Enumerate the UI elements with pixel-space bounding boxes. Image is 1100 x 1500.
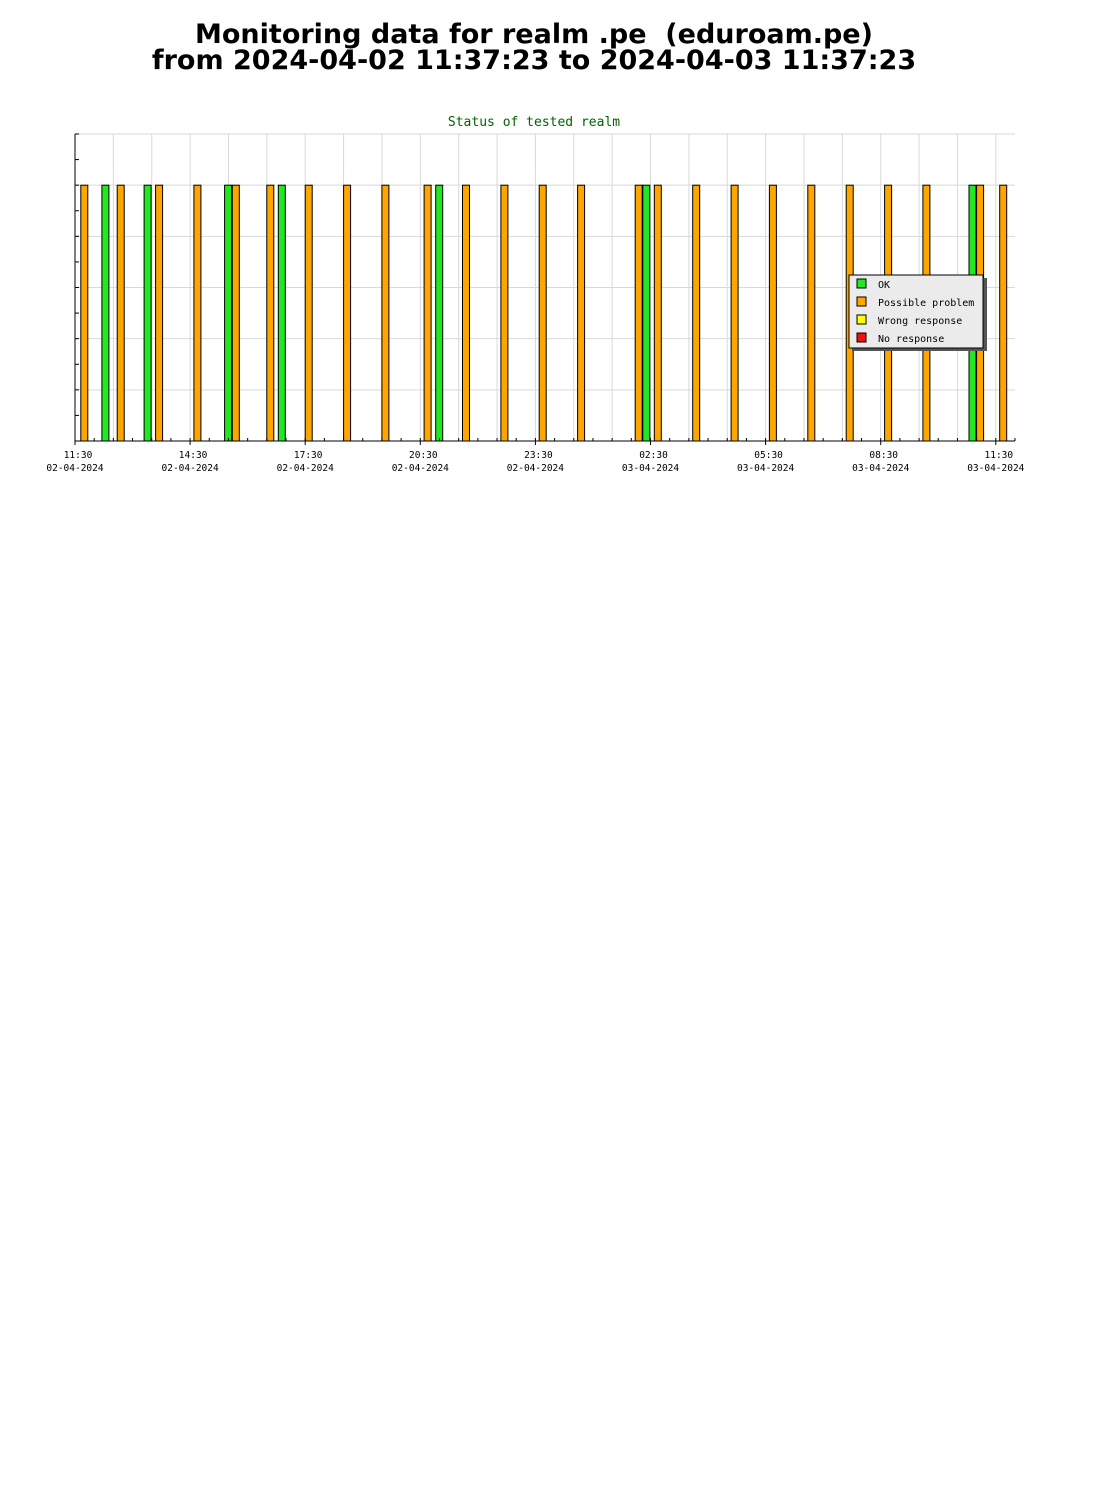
bar-ok <box>642 184 651 442</box>
title-line-2: from 2024-04-02 11:37:23 to 2024-04-03 1… <box>151 45 917 76</box>
bar-possible-problem <box>999 184 1008 442</box>
bar-possible-problem <box>462 184 470 442</box>
x-tick-time-label: 11:30 <box>64 450 93 461</box>
bar-ok <box>224 184 233 442</box>
x-tick-time-label: 05:30 <box>754 450 783 461</box>
legend-swatch-ok <box>856 278 867 289</box>
status-chart: Status of tested realm 11:30 02-04-2024 14… <box>46 115 1025 474</box>
bar-possible-problem <box>155 184 164 442</box>
bar-possible-problem <box>768 184 777 442</box>
bar-ok <box>101 184 110 442</box>
x-axis-ticks: 11:30 02-04-2024 14:30 02-04-2024 17:30 02-04… <box>46 438 1025 474</box>
bar-possible-problem <box>193 184 202 442</box>
legend-label-no-response: No response <box>878 334 944 345</box>
x-tick-date-label: 02-04-2024 <box>392 463 449 474</box>
bar-possible-problem <box>80 184 89 442</box>
bar-possible-problem <box>304 184 313 442</box>
page-title: Monitoring data for realm .pe (eduroam.p… <box>0 19 1068 76</box>
legend-swatch-wrong-response <box>856 314 867 325</box>
bar-possible-problem <box>653 184 662 442</box>
x-tick-time-label: 20:30 <box>409 450 438 461</box>
x-tick-date-label: 02-04-2024 <box>507 463 564 474</box>
x-tick-time-label: 14:30 <box>179 450 208 461</box>
bar-ok <box>435 184 444 442</box>
x-tick-time-label: 23:30 <box>524 450 553 461</box>
x-tick-time-label: 11:30 <box>985 450 1014 461</box>
axes <box>74 133 1015 442</box>
bar-possible-problem <box>266 184 275 442</box>
legend-label-wrong-response: Wrong response <box>878 316 962 327</box>
bar-possible-problem <box>500 184 509 442</box>
legend-label-ok: OK <box>878 280 890 291</box>
x-tick-time-label: 02:30 <box>639 450 668 461</box>
x-tick-date-label: 03-04-2024 <box>737 463 794 474</box>
legend-swatch-no-response <box>856 332 867 343</box>
x-tick-date-label: 02-04-2024 <box>162 463 219 474</box>
bar-possible-problem <box>807 184 816 442</box>
bar-possible-problem <box>634 184 643 442</box>
bar-possible-problem <box>577 184 586 442</box>
x-tick-date-label: 03-04-2024 <box>967 463 1024 474</box>
x-tick-date-label: 02-04-2024 <box>46 463 103 474</box>
x-tick-time-label: 08:30 <box>869 450 898 461</box>
bar-possible-problem <box>231 184 240 442</box>
x-tick-date-label: 03-04-2024 <box>622 463 679 474</box>
bar-possible-problem <box>730 184 739 442</box>
bar-possible-problem <box>381 184 390 442</box>
legend: OK Possible problem Wrong response No respo… <box>848 274 987 351</box>
bar-possible-problem <box>423 184 432 442</box>
legend-box <box>848 274 984 349</box>
bar-possible-problem <box>692 184 701 442</box>
chart-title: Status of tested realm <box>448 115 620 130</box>
bar-possible-problem <box>116 184 125 442</box>
legend-label-possible-problem: Possible problem <box>878 298 974 309</box>
x-tick-time-label: 17:30 <box>294 450 323 461</box>
legend-swatch-possible-problem <box>856 296 867 307</box>
x-tick-date-label: 03-04-2024 <box>852 463 909 474</box>
bar-possible-problem <box>538 184 547 442</box>
bar-ok <box>277 184 286 442</box>
title-line-1: Monitoring data for realm .pe (eduroam.p… <box>195 19 873 50</box>
bar-ok <box>143 184 152 442</box>
bar-possible-problem <box>343 184 352 442</box>
x-tick-date-label: 02-04-2024 <box>277 463 334 474</box>
